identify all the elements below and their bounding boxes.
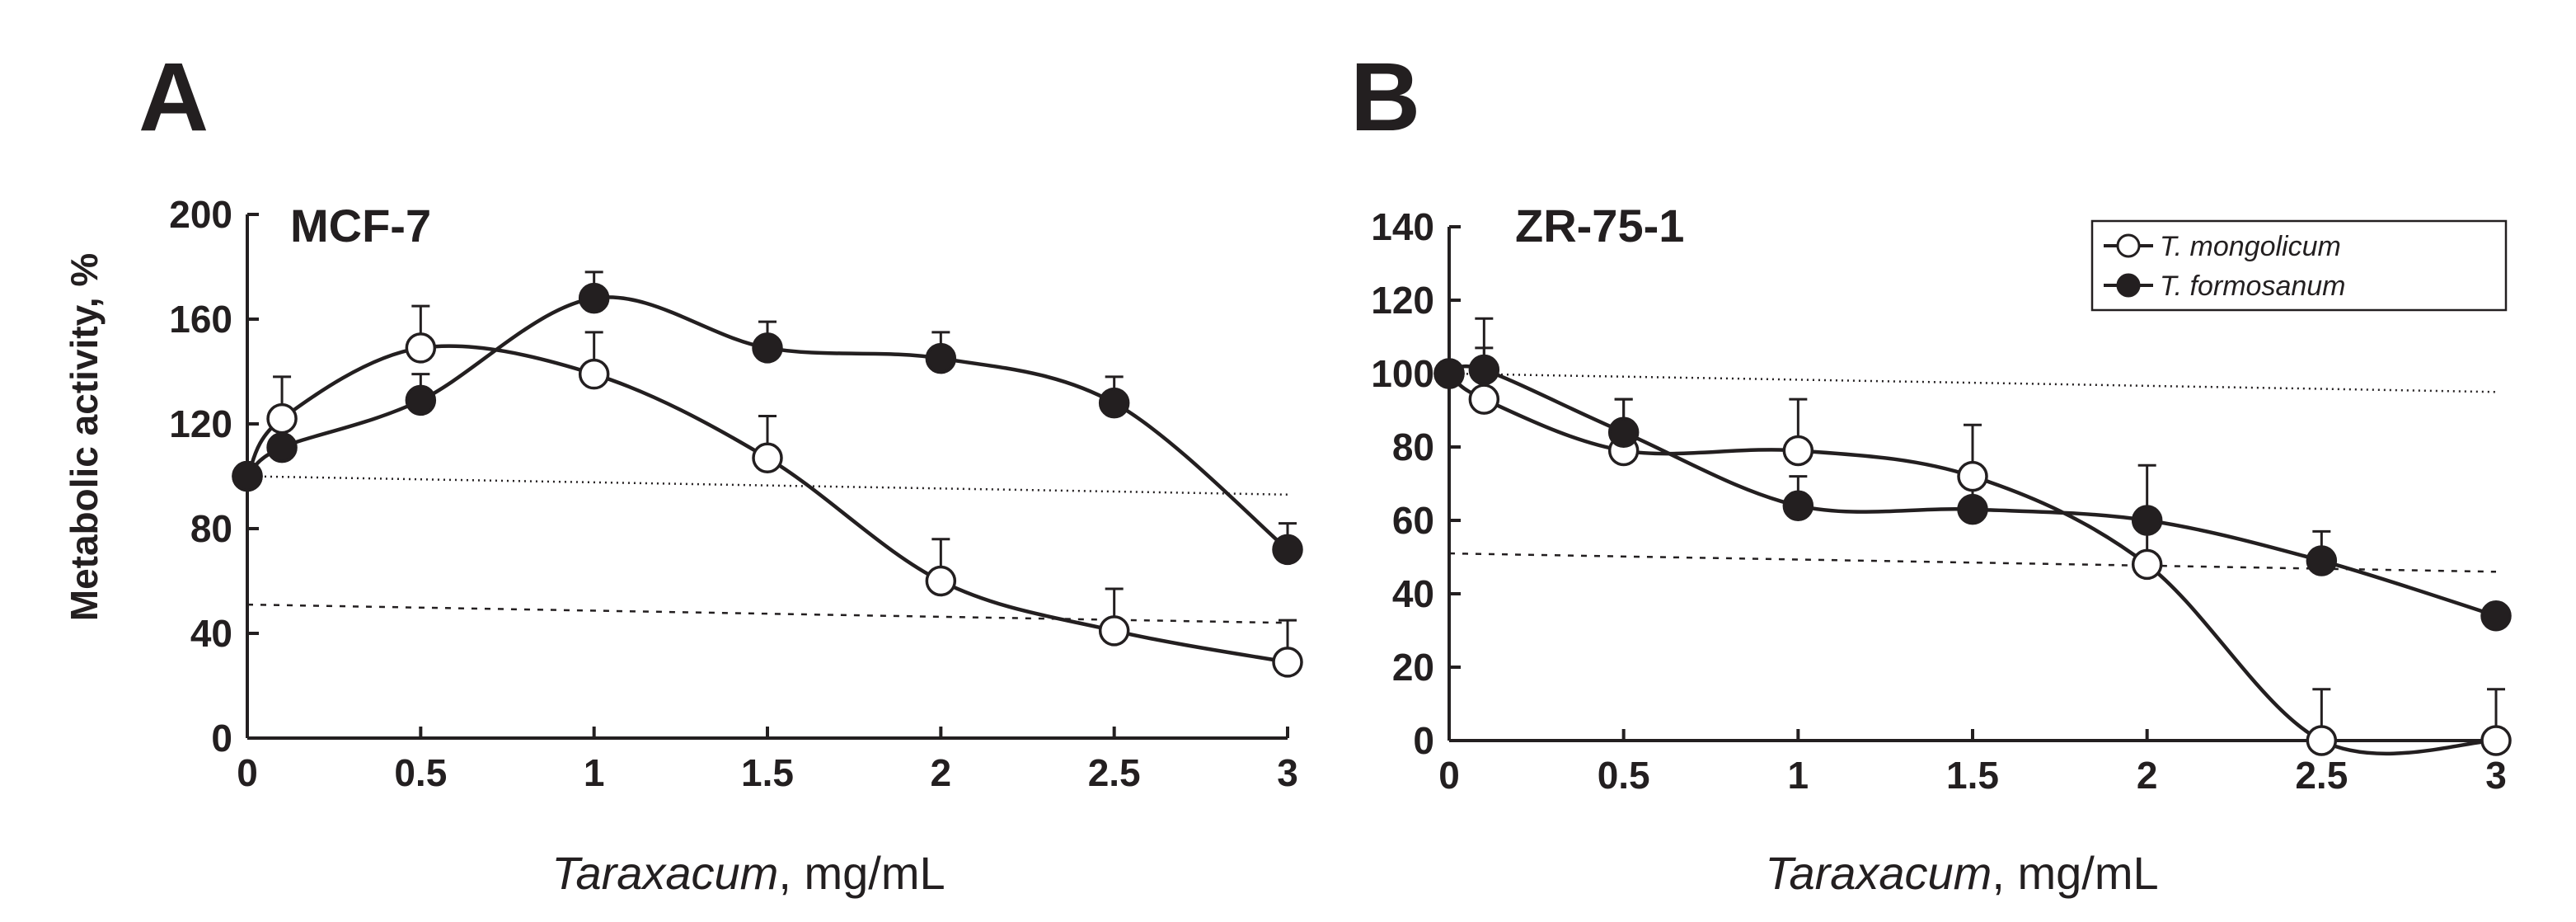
x-tick-label: 2: [931, 751, 952, 794]
y-tick-label: 0: [1413, 719, 1434, 762]
x-tick-label: 0.5: [1598, 754, 1650, 797]
y-tick-label: 200: [169, 193, 232, 236]
data-point-t-mongolicum: [1957, 460, 1988, 492]
data-point-t-formosanum: [405, 384, 437, 416]
x-tick-label: 1: [584, 751, 605, 794]
chart-title: MCF-7: [290, 200, 431, 252]
data-point-t-formosanum: [1272, 534, 1303, 566]
series-line-t-mongolicum: [245, 344, 1288, 665]
x-tick-label: 2.5: [2295, 754, 2348, 797]
y-tick-label: 0: [211, 717, 232, 760]
panel-letter: B: [1350, 43, 1420, 152]
x-axis-label-italic: Taraxacum: [1765, 847, 1992, 899]
legend-box: [2090, 219, 2508, 312]
legend-marker-formosanum: [2116, 273, 2141, 298]
x-tick-label: 1: [1788, 754, 1809, 797]
data-point-t-formosanum: [1098, 387, 1130, 419]
reference-line-50: [1448, 552, 2497, 573]
chart-title: ZR-75-1: [1515, 200, 1684, 252]
data-point-t-formosanum: [1782, 490, 1814, 521]
x-axis-label-unit: , mg/mL: [778, 847, 945, 899]
reference-lines: [246, 475, 1288, 624]
data-point-t-formosanum: [2480, 600, 2512, 632]
panel-letter: A: [138, 43, 209, 152]
data-point-t-formosanum: [1468, 354, 1500, 386]
data-point-t-mongolicum: [1272, 647, 1303, 678]
data-point-t-mongolicum: [925, 565, 957, 597]
y-axis-label: Metabolic activity, %: [63, 253, 106, 622]
x-tick-label: 1.5: [741, 751, 794, 794]
data-point-t-mongolicum: [2480, 725, 2512, 756]
series-layer: [232, 270, 1303, 678]
y-tick-label: 80: [190, 507, 232, 550]
data-point-t-formosanum: [232, 460, 263, 492]
data-point-t-formosanum: [2306, 545, 2338, 576]
y-tick-label: 40: [190, 612, 232, 655]
legend: T. mongolicum T. formosanum: [2090, 219, 2508, 312]
data-point-t-formosanum: [1607, 416, 1640, 448]
x-axis-label: Taraxacum, mg/mL: [551, 847, 945, 899]
data-point-t-formosanum: [578, 282, 610, 314]
y-tick-label: 40: [1392, 572, 1434, 615]
data-point-t-mongolicum: [405, 332, 437, 364]
data-point-t-mongolicum: [1098, 615, 1130, 647]
data-point-t-mongolicum: [2306, 725, 2338, 756]
data-point-t-formosanum: [266, 431, 298, 463]
x-tick-label: 3: [2485, 754, 2507, 797]
x-axis-label-unit: , mg/mL: [1992, 847, 2158, 899]
data-point-t-mongolicum: [1468, 383, 1500, 415]
data-point-t-mongolicum: [266, 402, 298, 435]
y-tick-label: 100: [1371, 352, 1434, 395]
x-tick-label: 2.5: [1088, 751, 1141, 794]
x-tick-label: 0: [1438, 754, 1460, 797]
x-tick-label: 2: [2137, 754, 2158, 797]
legend-marker-mongolicum: [2116, 233, 2141, 258]
legend-label-formosanum: T. formosanum: [2160, 270, 2346, 302]
panel-a: A MCF-7 Metabolic activity, % Taraxacum,…: [63, 43, 1303, 899]
data-point-t-formosanum: [1957, 493, 1988, 525]
x-tick-label: 0: [237, 751, 258, 794]
data-point-t-formosanum: [925, 342, 957, 374]
data-point-t-formosanum: [1433, 358, 1465, 389]
y-tick-label: 140: [1371, 205, 1434, 248]
axes: 0 20 40 60 80 100 120 140 0 0.5 1 1.5 2 2.5 3: [1371, 205, 2507, 797]
data-point-t-mongolicum: [752, 442, 783, 474]
y-tick-label: 60: [1392, 499, 1434, 542]
y-tick-label: 120: [1371, 279, 1434, 322]
data-point-t-formosanum: [752, 332, 783, 364]
y-tick-label: 160: [169, 298, 232, 341]
x-axis-label-italic: Taraxacum: [551, 847, 778, 899]
y-tick-label: 120: [169, 402, 232, 445]
x-tick-label: 3: [1277, 751, 1298, 794]
x-tick-label: 0.5: [394, 751, 447, 794]
series-layer: [1433, 317, 2512, 756]
y-tick-label: 80: [1392, 426, 1434, 468]
axes: 0 40 80 120 160 200 0 0.5 1 1.5 2 2.5 3: [169, 193, 1298, 794]
y-tick-label: 20: [1392, 646, 1434, 689]
panel-b: B ZR-75-1 Taraxacum, mg/mL 0204060801001…: [1350, 43, 2512, 899]
reference-line-50: [246, 603, 1288, 624]
reference-line-100: [246, 475, 1288, 496]
data-point-t-mongolicum: [578, 358, 610, 390]
data-point-t-mongolicum: [1782, 435, 1814, 467]
legend-label-mongolicum: T. mongolicum: [2160, 231, 2341, 262]
x-tick-label: 1.5: [1946, 754, 1999, 797]
data-point-t-formosanum: [2131, 505, 2163, 536]
x-axis-label: Taraxacum, mg/mL: [1765, 847, 2158, 899]
reference-line-100: [1448, 372, 2497, 393]
data-point-t-mongolicum: [2131, 548, 2163, 581]
